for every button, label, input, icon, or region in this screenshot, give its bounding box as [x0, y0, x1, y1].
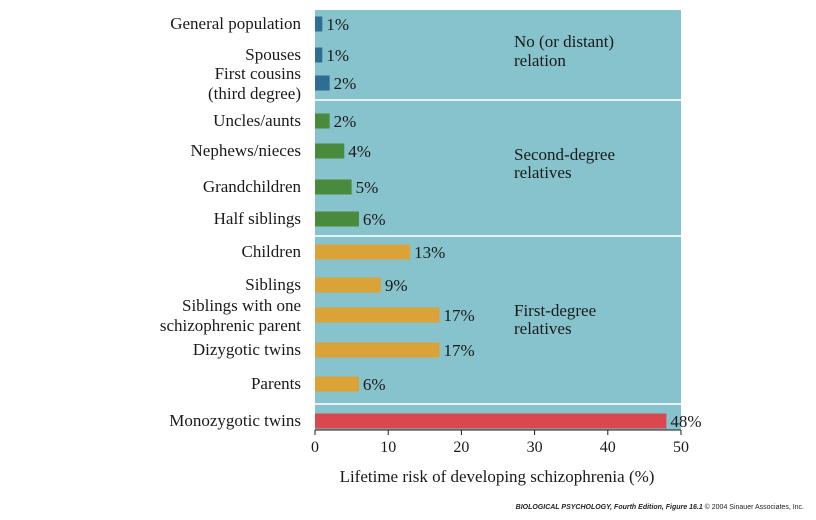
category-label: Siblings — [245, 275, 301, 294]
credit-copyright: © 2004 Sinauer Associates, Inc. — [704, 504, 804, 511]
bar-value-label: 9% — [385, 276, 408, 295]
group-label: relatives — [514, 163, 572, 182]
category-label: schizophrenic parent — [160, 316, 301, 335]
bar — [315, 376, 359, 392]
category-label: General population — [170, 14, 301, 33]
bar — [315, 75, 330, 91]
category-label: Siblings with one — [182, 296, 301, 315]
bar — [315, 211, 359, 227]
bar — [315, 113, 330, 129]
bar — [315, 277, 381, 293]
bar — [315, 47, 323, 63]
credit-title: BIOLOGICAL PSYCHOLOGY, Fourth Edition, F… — [515, 504, 703, 511]
x-tick-label: 10 — [380, 439, 396, 456]
bar-value-label: 2% — [334, 112, 357, 131]
category-label: Grandchildren — [203, 177, 302, 196]
bar-value-label: 1% — [326, 46, 349, 65]
category-label: Uncles/aunts — [213, 111, 301, 130]
x-tick-label: 40 — [600, 439, 616, 456]
category-label: Parents — [251, 374, 301, 393]
group-label: relatives — [514, 319, 572, 338]
bar-value-label: 4% — [348, 142, 371, 161]
group-label: First-degree — [514, 301, 596, 320]
bar-value-label: 17% — [443, 341, 474, 360]
bar-value-label: 6% — [363, 210, 386, 229]
bar — [315, 143, 345, 159]
bar-value-label: 48% — [670, 412, 701, 431]
category-label: Nephews/nieces — [191, 141, 301, 160]
x-tick-label: 0 — [311, 439, 319, 456]
bar — [315, 244, 411, 260]
x-tick-label: 50 — [673, 439, 689, 456]
bar-value-label: 1% — [326, 15, 349, 34]
bar — [315, 179, 352, 195]
figure-credit: BIOLOGICAL PSYCHOLOGY, Fourth Edition, F… — [516, 504, 804, 511]
bar-value-label: 2% — [334, 74, 357, 93]
category-label: (third degree) — [208, 84, 301, 103]
group-label: No (or distant) — [514, 32, 614, 51]
category-label: Monozygotic twins — [169, 411, 301, 430]
x-tick-label: 20 — [453, 439, 469, 456]
bar-value-label: 5% — [356, 178, 379, 197]
category-label: Spouses — [245, 45, 301, 64]
bar-value-label: 13% — [414, 243, 445, 262]
bar — [315, 16, 323, 32]
bar-value-label: 17% — [443, 306, 474, 325]
bar — [315, 307, 440, 323]
bar — [315, 413, 667, 429]
plot-panel — [315, 10, 681, 430]
group-label: relation — [514, 51, 566, 70]
x-axis-title: Lifetime risk of developing schizophreni… — [340, 467, 655, 486]
category-label: Children — [242, 242, 302, 261]
category-label: Half siblings — [214, 209, 301, 228]
category-label: First cousins — [215, 64, 301, 83]
x-tick-label: 30 — [527, 439, 543, 456]
bar-value-label: 6% — [363, 375, 386, 394]
bar — [315, 342, 440, 358]
category-label: Dizygotic twins — [193, 340, 301, 359]
group-label: Second-degree — [514, 145, 615, 164]
